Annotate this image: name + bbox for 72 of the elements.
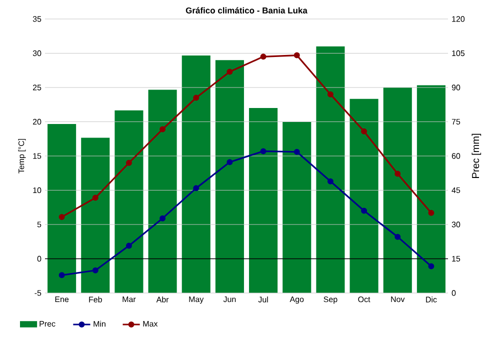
point [92,194,98,201]
x-tick-label: Nov [391,296,405,302]
point [260,148,266,154]
point [160,215,166,222]
chart-title: Gráfico climático - Bania Luka [186,7,308,14]
y-tick-label: 0 [37,256,42,262]
y-tick-label: 10 [33,187,42,194]
point [58,272,65,278]
bar [114,110,144,293]
point [126,242,132,249]
x-tick-label: May [189,296,204,304]
point [160,126,166,132]
y-tick-label: 30 [32,50,42,56]
point [361,128,368,134]
y2-tick-label: 90 [452,84,460,90]
bar [383,87,412,293]
y-tick-label: 20 [32,118,42,125]
bar [249,108,278,293]
x-tick-label: Jun [223,296,236,302]
y-tick-label: 15 [33,153,42,159]
point [428,210,434,216]
y-tick-label: 35 [32,16,42,22]
x-tick-label: Abr [156,296,169,302]
x-tick-label: Jul [258,296,268,302]
point [92,267,98,274]
y2-tick-label: 105 [452,50,465,56]
y2-tick-label: 75 [452,118,460,125]
point [126,160,132,166]
y-axis-title: Temp [°C] [18,138,26,174]
x-tick-label: Ene [55,296,69,302]
legend-label: Min [94,320,106,327]
bar [182,56,210,293]
y2-tick-label: 45 [452,187,460,194]
x-tick-label: Mar [122,296,136,302]
point [193,185,200,192]
point [58,214,65,220]
bar [350,98,378,293]
point [193,94,200,101]
legend-label: Max [143,320,158,327]
x-tick-label: Oct [358,296,370,302]
point [260,54,266,60]
point [428,263,434,270]
y2-tick-label: 60 [452,153,460,159]
bar [282,122,312,293]
bar [48,124,76,293]
bar [148,90,177,293]
bar [416,85,446,293]
y2-tick-label: 120 [452,16,465,22]
bar [81,138,110,293]
point [226,68,233,75]
y2-tick-label: 0 [452,290,456,296]
y2-tick-label: 30 [452,222,460,228]
point [394,234,401,240]
y-tick-label: -5 [34,290,42,296]
point [327,178,334,184]
bar [316,46,345,293]
point [327,91,334,98]
point [294,52,300,58]
x-tick-label: Ago [290,296,304,304]
point [294,148,300,155]
legend-label: Prec [40,320,56,327]
y2-axis-title: Prec [mm] [472,134,482,178]
point [226,159,233,166]
point [394,170,401,177]
bar [215,60,244,293]
y-tick-label: 25 [32,84,42,90]
y-tick-label: 5 [37,222,42,228]
x-tick-label: Sep [324,296,338,304]
y2-tick-label: 15 [452,256,460,262]
x-tick-label: Dic [426,296,437,302]
x-tick-label: Feb [89,296,102,302]
point [361,208,368,214]
